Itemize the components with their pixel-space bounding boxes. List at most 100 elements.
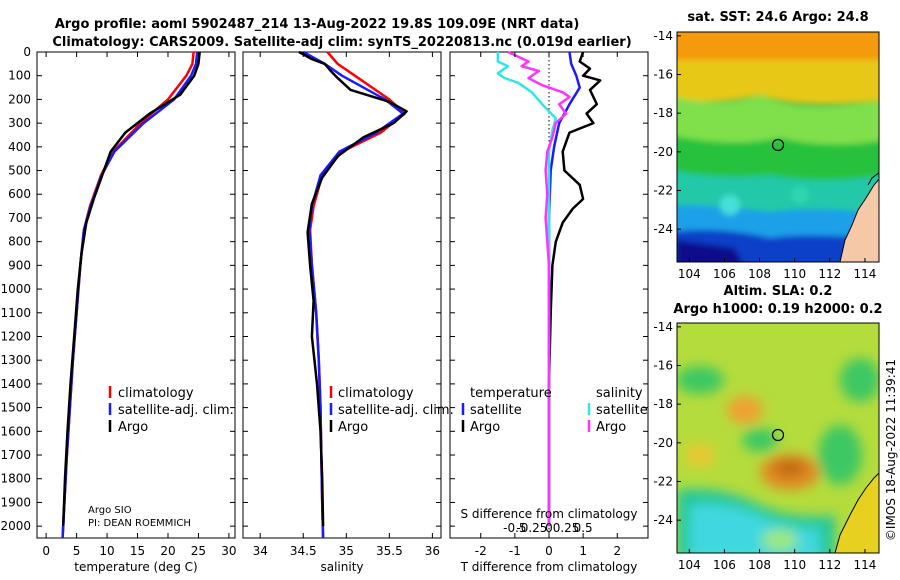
y-tick-label: 1400 (0, 377, 31, 391)
y-tick-label: 600 (8, 187, 31, 201)
lon-tick-label: 112 (818, 267, 841, 281)
series-s-argo-line (507, 50, 571, 527)
temperature-axes-frame (36, 51, 236, 539)
temperature-xlabel: temperature (deg C) (74, 560, 197, 574)
x-tick-label: 36 (425, 544, 440, 558)
lon-tick-label: 106 (713, 267, 736, 281)
x-tick-label: 34 (253, 544, 268, 558)
lat-tick-label: -24 (653, 513, 673, 527)
y-tick-label: 200 (8, 92, 31, 106)
y-tick-label: 2000 (0, 519, 31, 533)
legend-satellite-label: satellite-adj. clim. (118, 403, 234, 418)
sst-map: 104 106 108 110 112 114 -14 -16 -18 -20 -22 -24 (653, 29, 880, 281)
lon-tick-label: 108 (748, 558, 771, 572)
argo-location-marker (771, 428, 785, 442)
lat-tick-label: -24 (653, 222, 673, 236)
legend-climatology-label: climatology (338, 386, 414, 401)
y-tick-label: 1300 (0, 353, 31, 367)
lon-tick-label: 108 (748, 267, 771, 281)
timestamp: ©IMOS 18-Aug-2022 11:39:41 (884, 359, 898, 541)
x-tick-label: 5 (73, 544, 81, 558)
sla-map-title-line2: Argo h1000: 0.19 h2000: 0.2 (673, 302, 882, 317)
salinity-panel: 34 34.5 35 35.5 36 salinity climatology sate… (242, 50, 454, 574)
lon-tick-label: 110 (783, 267, 806, 281)
y-tick-label: 900 (8, 258, 31, 272)
lat-tick-label: -20 (653, 145, 673, 159)
x-tick-label: 15 (130, 544, 145, 558)
y-tick-label: 1100 (0, 306, 31, 320)
legend-argo-label: Argo (118, 420, 148, 435)
y-tick-label: 1000 (0, 282, 31, 296)
series-argo-line (298, 50, 408, 527)
x-tick-label: -2 (475, 544, 487, 558)
lon-tick-label: 110 (783, 558, 806, 572)
legend-t-argo-label: Argo (470, 420, 500, 435)
y-tick-label: 1200 (0, 329, 31, 343)
y-tick-label: 700 (8, 211, 31, 225)
x-tick-label: 35 (339, 544, 354, 558)
legend-t-satellite-label: satellite (470, 403, 522, 418)
lat-tick-label: -18 (653, 397, 673, 411)
temperature-legend: climatology satellite-adj. clim. Argo (108, 386, 234, 435)
sla-map-title-line1: Altim. SLA: 0.2 (724, 284, 833, 299)
legend-climatology-label: climatology (118, 386, 194, 401)
y-tick-label: 1500 (0, 401, 31, 415)
x-tick-label: -1 (509, 544, 521, 558)
legend-satellite-label: satellite-adj. clim. (338, 403, 454, 418)
x-tick-label: 30 (221, 544, 236, 558)
x-tick-label: 25 (191, 544, 206, 558)
sal-legend-title: salinity (596, 386, 643, 401)
series-s-satellite-line (496, 52, 558, 527)
lat-tick-label: -16 (653, 359, 673, 373)
lat-tick-label: -14 (653, 320, 673, 334)
salinity-axes-frame (242, 51, 442, 539)
lat-tick-label: -22 (653, 183, 673, 197)
lat-tick-label: -14 (653, 29, 673, 43)
x2-tick-label: -0.25 (516, 521, 547, 535)
argo-sio-label: Argo SIO (88, 505, 132, 516)
salinity-diff-legend: salinity satellite Argo (587, 386, 648, 435)
y-tick-label: 1600 (0, 424, 31, 438)
sst-map-frame (676, 31, 880, 263)
legend-s-satellite-label: satellite (596, 403, 648, 418)
series-t-argo-line (547, 51, 602, 527)
lat-tick-label: -16 (653, 68, 673, 82)
y-tick-label: 1900 (0, 495, 31, 509)
lon-tick-label: 104 (678, 267, 701, 281)
x-tick-label: 0 (42, 544, 50, 558)
x-tick-label: 35.5 (376, 544, 403, 558)
sla-map: 104 106 108 110 112 114 -14 -16 -18 -20 -22 -24 (653, 320, 880, 572)
x2-tick-label: 0 (545, 521, 553, 535)
sst-map-title: sat. SST: 24.6 Argo: 24.8 (687, 10, 868, 25)
lat-tick-label: -22 (653, 474, 673, 488)
s-difference-xlabel: S difference from climatology (461, 507, 638, 521)
lon-tick-label: 112 (818, 558, 841, 572)
x2-tick-label: -0.5 (503, 521, 526, 535)
x-tick-label: 0 (545, 544, 553, 558)
x2-tick-label: 0.5 (574, 521, 593, 535)
y-tick-label: 800 (8, 235, 31, 249)
y-tick-label: 300 (8, 116, 31, 130)
lat-tick-label: -20 (653, 436, 673, 450)
temp-legend-title: temperature (470, 386, 552, 401)
x-tick-label: 34.5 (290, 544, 317, 558)
temperature-panel: 0100200300400500600700800900100011001200… (0, 45, 648, 574)
y-tick-label: 500 (8, 164, 31, 178)
pi-label: PI: DEAN ROEMMICH (88, 518, 191, 529)
lat-tick-label: -18 (653, 106, 673, 120)
lon-tick-label: 114 (853, 267, 876, 281)
series-climatology-line (61, 51, 195, 539)
x-tick-label: 1 (579, 544, 587, 558)
lon-tick-label: 114 (853, 558, 876, 572)
lon-tick-label: 104 (678, 558, 701, 572)
x-tick-label: 2 (613, 544, 621, 558)
t-difference-xlabel: T difference from climatology (460, 560, 638, 574)
figure-title-line2: Climatology: CARS2009. Satellite-adj cli… (52, 35, 631, 50)
legend-argo-label: Argo (338, 420, 368, 435)
salinity-xlabel: salinity (320, 560, 363, 574)
sla-map-frame (676, 322, 880, 554)
argo-location-marker (771, 138, 785, 152)
y-tick-label: 1800 (0, 472, 31, 486)
legend-s-argo-label: Argo (596, 420, 626, 435)
